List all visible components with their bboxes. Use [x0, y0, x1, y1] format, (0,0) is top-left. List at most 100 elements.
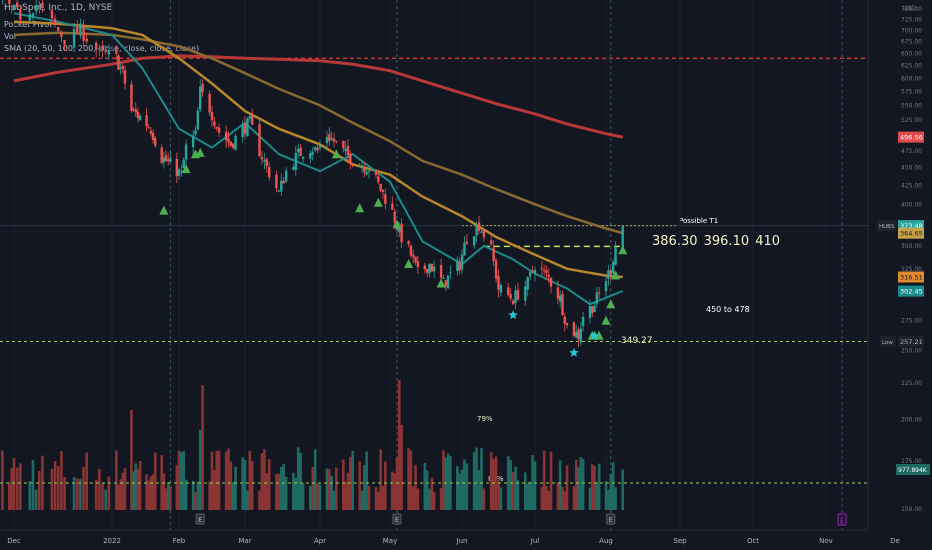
volume-bar — [75, 478, 79, 510]
volume-bar — [145, 474, 148, 510]
time-tick-label: Sep — [673, 537, 687, 545]
candle-body — [497, 275, 500, 290]
candle-body — [547, 274, 550, 278]
ticker-tag: HUBS — [879, 224, 895, 230]
candle-body — [482, 230, 486, 238]
candle-body — [184, 144, 188, 160]
price-tick-label: 600.00 — [901, 75, 922, 82]
volume-bar — [458, 473, 461, 510]
candle-body — [119, 67, 122, 69]
volume-bar — [395, 457, 399, 510]
volume-bar — [533, 461, 537, 510]
volume-tag-bg — [896, 464, 930, 475]
volume-bar — [115, 450, 118, 510]
candle-body — [160, 147, 163, 163]
candle-body — [475, 224, 478, 236]
pocket-pivot-marker — [392, 219, 402, 229]
candle-body — [577, 329, 580, 340]
star-marker — [508, 310, 518, 320]
candle-body — [444, 280, 447, 287]
volume-bar — [540, 486, 544, 510]
candle-body — [335, 140, 338, 142]
candle-body — [358, 166, 361, 168]
candle-body — [258, 124, 261, 157]
candle-body — [349, 153, 352, 164]
candle-body — [391, 203, 394, 210]
price-tick-label: 550.00 — [901, 102, 922, 109]
volume-bar — [101, 483, 104, 510]
volume-bar — [547, 491, 551, 510]
volume-bar — [250, 461, 254, 510]
candle-body — [177, 169, 181, 176]
volume-bar — [588, 487, 592, 510]
candle-body — [342, 140, 345, 148]
volume-bar — [423, 462, 427, 510]
candle-body — [31, 13, 35, 17]
time-tick-label: Apr — [314, 537, 326, 545]
candle-body — [275, 174, 278, 189]
candle-body — [251, 114, 254, 125]
candle-body — [545, 270, 548, 273]
price-tick-label: 400.00 — [901, 201, 922, 208]
pocket-pivot-marker — [331, 149, 341, 159]
volume-bar — [12, 458, 16, 510]
time-tick-label: Dec — [7, 537, 21, 545]
volume-bar — [196, 481, 200, 510]
candle-body — [72, 28, 76, 48]
candle-body — [145, 115, 148, 127]
volume-bar — [28, 481, 32, 510]
volume-bar — [363, 464, 366, 510]
candle-body — [593, 306, 596, 313]
volume-bar — [267, 459, 271, 510]
pocket-pivot-marker — [618, 245, 628, 255]
low-price-tag-bg — [898, 335, 924, 347]
candle-body — [377, 176, 380, 182]
pocket-pivot-marker — [611, 270, 621, 280]
volume-bar — [609, 473, 613, 510]
earnings-icon-glyph: E — [395, 516, 399, 524]
candle-body — [572, 322, 576, 337]
volume-bar — [577, 467, 580, 510]
volume-bar — [428, 488, 431, 510]
candle-body — [398, 226, 401, 233]
price-tick-label: 525.00 — [901, 117, 922, 124]
volume-bar — [384, 461, 387, 510]
volume-bar — [177, 450, 181, 510]
indicator-pocket-pivot[interactable]: Pocket Pivot — [4, 20, 53, 29]
candle-body — [579, 328, 583, 343]
price-tick-label: 200.00 — [901, 417, 922, 424]
volume-bar — [411, 486, 415, 510]
candle-body — [246, 118, 249, 137]
sma200-price-tag: 496.56 — [900, 134, 923, 142]
level-lines — [0, 57, 868, 484]
volume-bar — [593, 465, 596, 510]
candle-body — [465, 241, 469, 244]
time-tick-label: Oct — [747, 537, 759, 545]
candle-body — [311, 152, 314, 155]
indicator-volume[interactable]: Vol — [4, 32, 16, 41]
earnings-icon — [606, 513, 616, 525]
volume-bar — [514, 466, 517, 510]
range-label: 450 to 478 — [706, 305, 750, 314]
candle-body — [542, 269, 546, 271]
volume-bar — [621, 469, 625, 510]
sma100-price-tag-bg — [898, 271, 924, 283]
volume-bar — [180, 451, 183, 510]
volume-bar — [284, 476, 288, 510]
symbol-title[interactable]: HubSpot, Inc., 1D, NYSE — [4, 3, 113, 13]
volume-tag: 977.894K — [898, 467, 928, 474]
candle-body — [499, 285, 503, 293]
candle-body — [416, 261, 420, 268]
volume-bar — [397, 380, 401, 510]
candle-body — [330, 138, 333, 140]
candle-body — [60, 31, 63, 38]
volume-bar — [201, 385, 204, 510]
candle-body — [316, 147, 319, 151]
candle-body — [492, 247, 495, 262]
sma50-price-tag-bg — [898, 227, 924, 239]
volume-bar — [351, 450, 354, 510]
candle-body — [180, 170, 183, 172]
price-tick-label: 175.00 — [901, 458, 922, 465]
candle-body — [8, 0, 11, 4]
